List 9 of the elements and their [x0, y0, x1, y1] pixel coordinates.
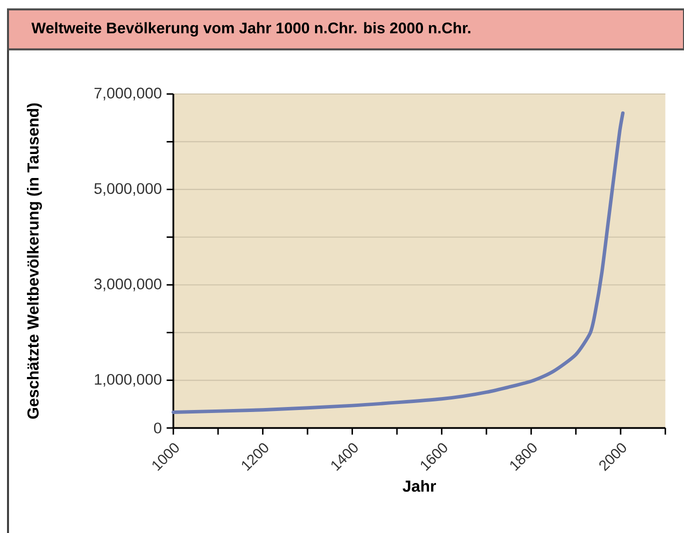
- y-tick-label: 7,000,000: [94, 88, 162, 100]
- y-tick-label: 3,000,000: [94, 278, 162, 292]
- chart-title: Weltweite Bevölkerung vom Jahr 1000 n.Chr. bis 2000 n.Chr.: [31, 22, 470, 36]
- x-axis-title: Jahr: [402, 480, 436, 492]
- y-tick-label: 0: [154, 422, 162, 434]
- line-series: [172, 111, 625, 414]
- y-axis-title: Geschätzte Weltbevölkerung (in Tausend): [26, 103, 42, 419]
- y-tick-label: 5,000,000: [94, 182, 162, 196]
- y-tick-label: 1,000,000: [94, 374, 162, 386]
